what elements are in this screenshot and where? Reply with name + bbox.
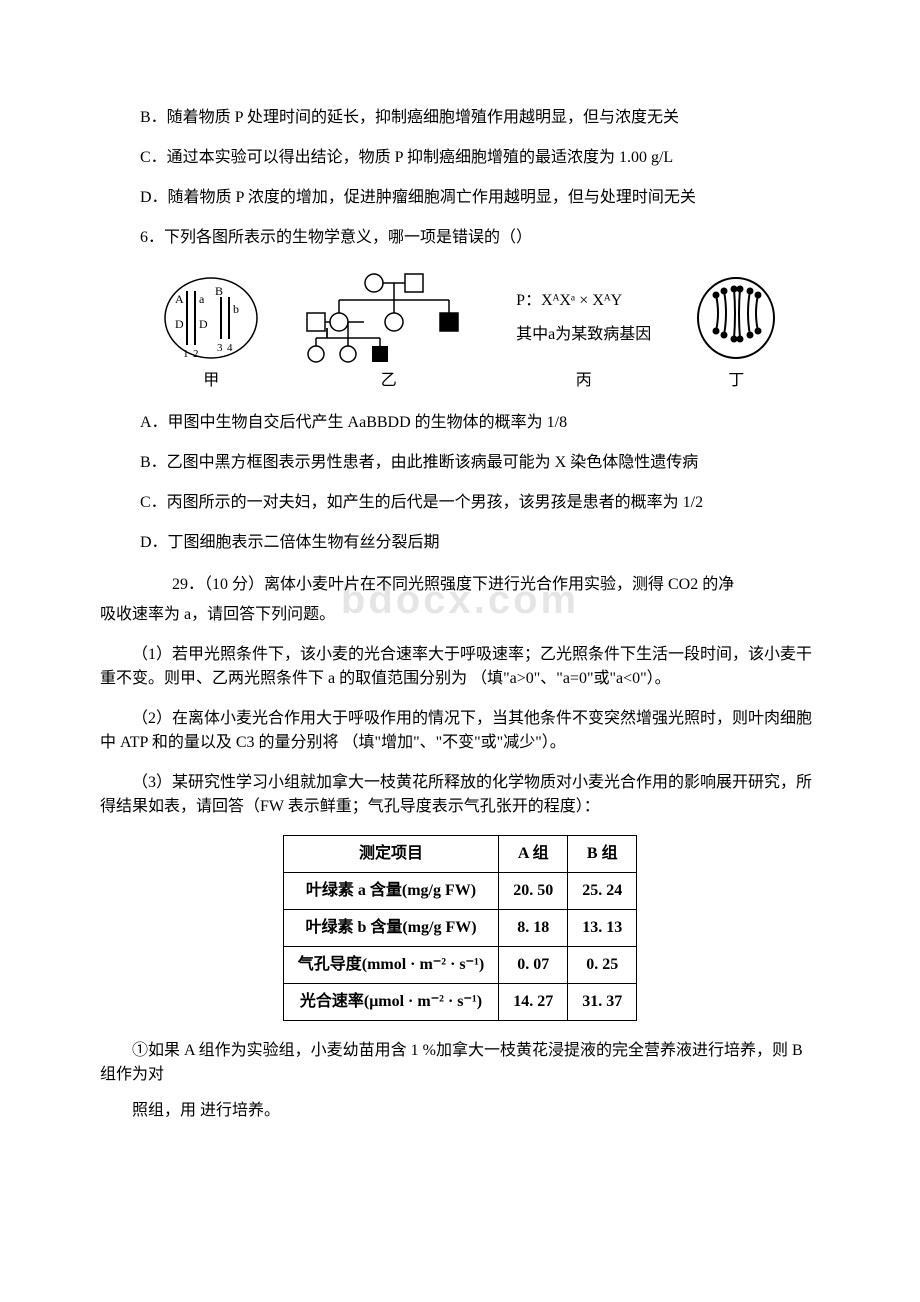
svg-text:A: A [175, 292, 184, 306]
q29-after-a: ①如果 A 组作为实验组，小麦幼苗用含 1 %加拿大一枝黄花浸提液的完全营养液进… [100, 1039, 820, 1087]
q29-stem-b: 吸收速率为 a，请回答下列问题。 [100, 603, 820, 627]
data-table: 测定项目 A 组 B 组 叶绿素 a 含量(mg/g FW) 20. 50 25… [283, 835, 637, 1021]
option-c1: C．通过本实验可以得出结论，物质 P 抑制癌细胞增殖的最适浓度为 1.00 g/… [140, 146, 820, 170]
figure-jia: A D a D 1 2 B b 3 4 甲 [161, 273, 261, 393]
svg-text:1: 1 [183, 348, 189, 360]
table-row: 气孔导度(mmol · m⁻² · s⁻¹) 0. 07 0. 25 [283, 947, 636, 984]
svg-text:4: 4 [227, 342, 233, 354]
q29-stem-a: 29．（10 分）离体小麦叶片在不同光照强度下进行光合作用实验，测得 CO2 的… [140, 573, 820, 597]
cell-label: 光合速率(μmol · m⁻² · s⁻¹) [283, 984, 498, 1021]
cell-b: 31. 37 [568, 984, 637, 1021]
cell-label: 气孔导度(mmol · m⁻² · s⁻¹) [283, 947, 498, 984]
svg-text:B: B [215, 284, 223, 298]
cell-b: 13. 13 [568, 910, 637, 947]
cell-a: 8. 18 [499, 910, 568, 947]
figure-bing: P：XᴬXᵃ × XᴬY 其中a为某致病基因 丙 [516, 273, 651, 393]
cell-label: 叶绿素 a 含量(mg/g FW) [283, 873, 498, 910]
figure-bing-line2: 其中a为某致病基因 [516, 323, 651, 347]
th-b: B 组 [568, 836, 637, 873]
figure-jia-label: 甲 [203, 369, 219, 393]
option-d1: D．随着物质 P 浓度的增加，促进肿瘤细胞凋亡作用越明显，但与处理时间无关 [140, 186, 820, 210]
cell-b: 0. 25 [568, 947, 637, 984]
option-a2: A．甲图中生物自交后代产生 AaBBDD 的生物体的概率为 1/8 [140, 411, 820, 435]
table-row: 叶绿素 a 含量(mg/g FW) 20. 50 25. 24 [283, 873, 636, 910]
table-header-row: 测定项目 A 组 B 组 [283, 836, 636, 873]
figure-ding: 丁 [694, 273, 779, 393]
q6-figures: A D a D 1 2 B b 3 4 甲 [140, 268, 800, 393]
svg-text:D: D [199, 317, 208, 331]
svg-text:a: a [199, 292, 205, 306]
option-d2: D．丁图细胞表示二倍体生物有丝分裂后期 [140, 531, 820, 555]
figure-jia-svg: A D a D 1 2 B b 3 4 [161, 273, 261, 363]
cell-label: 叶绿素 b 含量(mg/g FW) [283, 910, 498, 947]
option-b1: B．随着物质 P 处理时间的延长，抑制癌细胞增殖作用越明显，但与浓度无关 [140, 106, 820, 130]
figure-ding-label: 丁 [728, 369, 744, 393]
svg-text:3: 3 [217, 342, 223, 354]
cell-a: 20. 50 [499, 873, 568, 910]
figure-yi-svg [304, 268, 474, 363]
figure-yi-label: 乙 [381, 369, 397, 393]
q29-sub3: （3）某研究性学习小组就加拿大一枝黄花所释放的化学物质对小麦光合作用的影响展开研… [100, 771, 820, 819]
cell-a: 0. 07 [499, 947, 568, 984]
cell-a: 14. 27 [499, 984, 568, 1021]
option-b2: B．乙图中黑方框图表示男性患者，由此推断该病最可能为 X 染色体隐性遗传病 [140, 451, 820, 475]
svg-text:2: 2 [193, 348, 199, 360]
figure-yi: 乙 [304, 268, 474, 393]
figure-ding-svg [694, 273, 779, 363]
table-row: 叶绿素 b 含量(mg/g FW) 8. 18 13. 13 [283, 910, 636, 947]
q29-sub1: （1）若甲光照条件下，该小麦的光合速率大于呼吸速率；乙光照条件下生活一段时间，该… [100, 643, 820, 691]
svg-text:D: D [175, 317, 184, 331]
q29-sub2: （2）在离体小麦光合作用大于呼吸作用的情况下，当其他条件不变突然增强光照时，则叶… [100, 707, 820, 755]
option-c2: C．丙图所示的一对夫妇，如产生的后代是一个男孩，该男孩是患者的概率为 1/2 [140, 491, 820, 515]
figure-bing-line1: P：XᴬXᵃ × XᴬY [516, 289, 651, 313]
cell-b: 25. 24 [568, 873, 637, 910]
figure-bing-label: 丙 [576, 369, 592, 393]
th-item: 测定项目 [283, 836, 498, 873]
table-row: 光合速率(μmol · m⁻² · s⁻¹) 14. 27 31. 37 [283, 984, 636, 1021]
svg-text:b: b [233, 302, 239, 316]
th-a: A 组 [499, 836, 568, 873]
q29-after-b: 照组，用 进行培养。 [100, 1099, 820, 1123]
q6-stem: 6．下列各图所表示的生物学意义，哪一项是错误的（） [140, 226, 820, 250]
